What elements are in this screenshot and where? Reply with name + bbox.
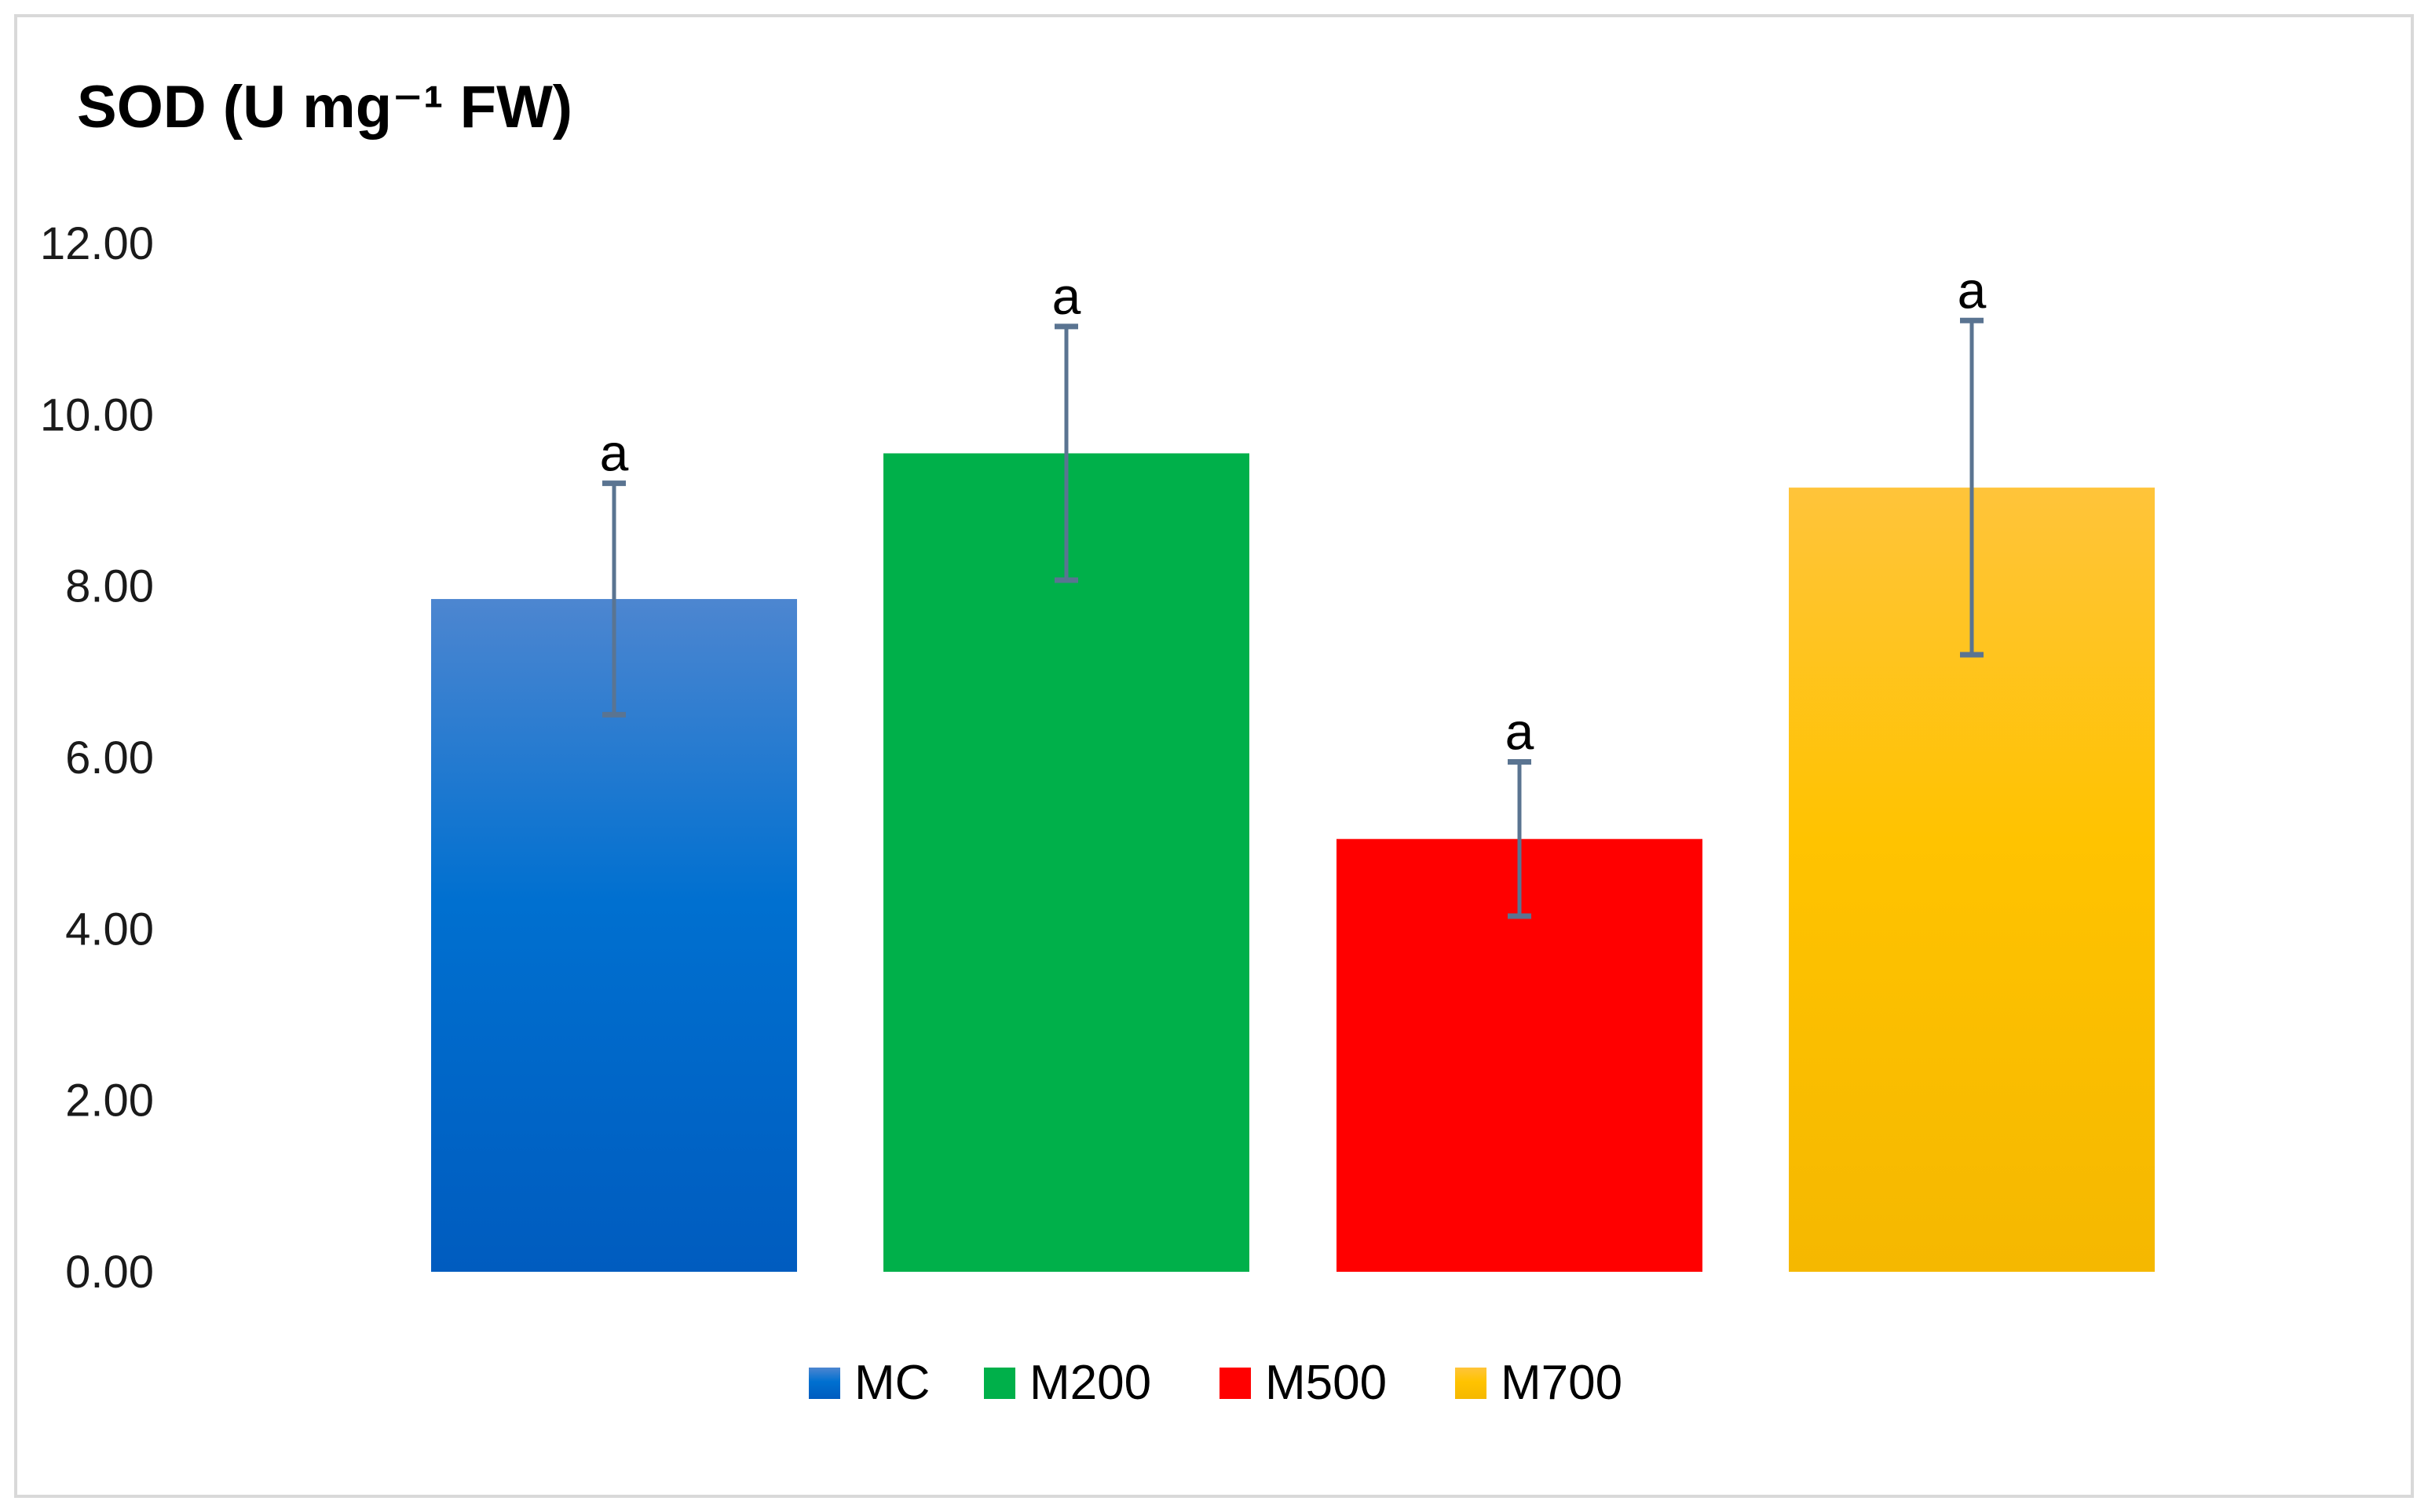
y-tick-label: 12.00 bbox=[40, 218, 154, 269]
chart-title: SOD (U mg⁻¹ FW) bbox=[77, 74, 572, 141]
y-tick-label: 2.00 bbox=[65, 1076, 154, 1127]
significance-label-m500: a bbox=[1505, 702, 1534, 760]
legend-label-m500: M500 bbox=[1265, 1356, 1387, 1410]
legend-label-m700: M700 bbox=[1501, 1356, 1622, 1410]
significance-labels: a a a a bbox=[600, 261, 1987, 760]
legend-swatch-m500 bbox=[1219, 1368, 1251, 1399]
y-tick-label: 4.00 bbox=[65, 904, 154, 955]
bar-m200 bbox=[883, 453, 1249, 1273]
legend-label-mc: MC bbox=[854, 1356, 930, 1410]
error-bars bbox=[602, 317, 1984, 919]
y-tick-label: 0.00 bbox=[65, 1247, 154, 1298]
y-tick-label: 8.00 bbox=[65, 561, 154, 612]
legend-swatch-mc bbox=[809, 1368, 840, 1399]
significance-label-m700: a bbox=[1958, 261, 1987, 319]
y-tick-label: 6.00 bbox=[65, 732, 154, 783]
significance-label-mc: a bbox=[600, 424, 629, 482]
y-tick-label: 10.00 bbox=[40, 389, 154, 440]
legend: MC M200 M500 M700 bbox=[809, 1356, 1622, 1410]
y-axis-ticks: 0.00 2.00 4.00 6.00 8.00 10.00 12.00 bbox=[40, 218, 154, 1298]
legend-swatch-m700 bbox=[1455, 1368, 1486, 1399]
legend-swatch-m200 bbox=[984, 1368, 1015, 1399]
legend-label-m200: M200 bbox=[1029, 1356, 1151, 1410]
significance-label-m200: a bbox=[1052, 267, 1081, 325]
